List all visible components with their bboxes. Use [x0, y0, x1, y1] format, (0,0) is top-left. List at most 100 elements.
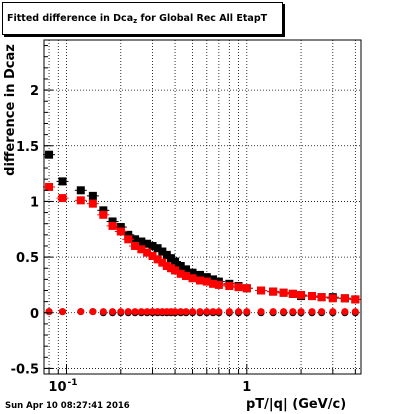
data-point: [243, 308, 251, 316]
data-point: [177, 308, 185, 316]
data-point: [131, 241, 140, 250]
data-point: [225, 282, 234, 291]
data-point: [76, 186, 85, 195]
chart-title: Fitted difference in Dcaz for Global Rec…: [2, 2, 283, 35]
data-point: [234, 283, 243, 292]
plot-frame: [43, 39, 362, 375]
data-point: [308, 292, 317, 301]
y-tick-label: 1: [30, 195, 39, 210]
data-point: [167, 264, 176, 273]
data-point: [88, 191, 97, 200]
y-axis-label: difference in Dcaz: [3, 44, 18, 176]
data-point: [158, 247, 167, 256]
y-tick-label: 2: [30, 84, 39, 99]
data-point: [148, 251, 157, 260]
data-point: [109, 308, 117, 316]
data-point: [202, 277, 211, 286]
data-point: [131, 235, 140, 244]
data-point: [176, 269, 185, 278]
data-point: [225, 308, 233, 316]
data-point: [215, 308, 223, 316]
data-point: [124, 235, 133, 244]
data-point: [182, 265, 191, 274]
data-point: [289, 308, 297, 316]
data-point: [89, 308, 97, 316]
data-point: [137, 308, 145, 316]
data-point: [209, 275, 218, 284]
data-point: [203, 308, 211, 316]
data-point: [148, 241, 157, 250]
data-point: [58, 194, 67, 203]
data-point: [269, 287, 278, 296]
data-point: [76, 196, 85, 205]
data-point: [162, 262, 171, 271]
data-point: [153, 244, 162, 253]
tick-labels: -0.5 0 0.5 1 1.5 2 10 -1 1: [11, 84, 252, 395]
data-point: [143, 308, 151, 316]
data-series: [43, 150, 362, 317]
chart-title-main: Fitted difference in Dca: [7, 13, 134, 24]
data-point: [351, 308, 359, 316]
data-point: [189, 308, 197, 316]
data-point: [59, 308, 67, 316]
data-point: [214, 280, 223, 289]
data-point: [143, 239, 152, 248]
data-point: [116, 227, 125, 236]
data-point: [158, 258, 167, 267]
y-tick-label: 0: [30, 307, 39, 322]
data-point: [99, 206, 108, 215]
timestamp-footer: Sun Apr 10 08:27:41 2016: [5, 401, 130, 411]
data-point: [45, 182, 54, 191]
data-point: [196, 308, 204, 316]
data-point: [351, 295, 360, 304]
data-point: [162, 250, 171, 259]
data-point: [202, 273, 211, 282]
data-point: [188, 268, 197, 277]
data-point: [269, 308, 277, 316]
data-point: [149, 308, 157, 316]
data-point: [297, 308, 305, 316]
data-point: [131, 308, 139, 316]
data-point: [137, 237, 146, 246]
x-axis-label: pT/|q| (GeV/c): [246, 397, 347, 412]
data-point: [328, 294, 337, 303]
data-point: [288, 289, 297, 298]
data-point: [108, 217, 117, 226]
x-tick-label: 1: [242, 380, 251, 395]
data-point: [176, 262, 185, 271]
y-tick-label: 0.5: [16, 251, 39, 266]
data-point: [209, 308, 217, 316]
data-point: [171, 266, 180, 275]
chart-title-rest: for Global Rec All EtapT: [137, 13, 268, 24]
data-point: [108, 221, 117, 230]
data-point: [153, 255, 162, 264]
data-point: [77, 308, 85, 316]
data-point: [137, 245, 146, 254]
data-point: [58, 177, 67, 186]
data-point: [117, 308, 125, 316]
axis-ticks: [44, 45, 356, 374]
data-point: [297, 290, 306, 299]
data-point: [195, 276, 204, 285]
data-point: [88, 199, 97, 208]
data-point: [45, 150, 54, 159]
data-point: [257, 286, 266, 295]
data-point: [195, 270, 204, 279]
data-point: [242, 284, 251, 293]
x-tick-exponent: -1: [68, 378, 78, 388]
x-tick-label: 10: [48, 380, 66, 395]
data-point: [340, 294, 349, 303]
y-tick-label: -0.5: [11, 362, 39, 377]
data-point: [257, 308, 265, 316]
data-point: [317, 293, 326, 302]
data-point: [188, 274, 197, 283]
data-point: [235, 308, 243, 316]
data-point: [308, 308, 316, 316]
data-point: [116, 223, 125, 232]
data-point: [341, 308, 349, 316]
data-point: [182, 308, 190, 316]
data-point: [318, 308, 326, 316]
data-point: [124, 308, 132, 316]
data-point: [329, 308, 337, 316]
